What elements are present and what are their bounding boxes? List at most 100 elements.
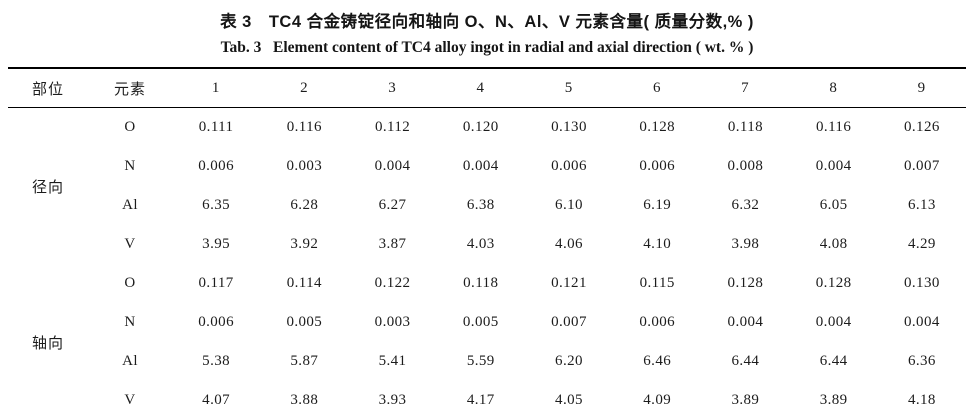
value-cell: 5.59 [466,353,495,369]
value-cell: 3.88 [290,392,319,408]
element-label: N [124,314,136,330]
value-cell: 0.003 [286,158,323,174]
column-header-element: 元素 [88,68,172,108]
value-cell: 4.29 [907,236,936,252]
value-cell: 0.116 [816,119,852,135]
value-cell: 0.006 [198,314,234,330]
value-cell: 0.007 [904,158,940,174]
value-cell: 5.87 [290,353,319,369]
value-cell: 0.006 [198,158,234,174]
value-cell: 6.36 [907,353,936,369]
value-cell: 0.003 [374,314,411,330]
value-cell: 6.46 [643,353,672,369]
value-cell: 0.130 [551,119,587,135]
table-row: Al 6.35 6.28 6.27 6.38 6.10 6.19 6.32 6.05 6.13 [8,186,966,225]
column-header-point-8: 8 [789,68,878,108]
value-cell: 6.20 [555,353,583,369]
value-cell: 4.03 [466,236,495,252]
value-cell: 6.32 [731,197,760,213]
value-cell: 6.38 [466,197,495,213]
value-cell: 4.08 [819,236,848,252]
column-header-point-1: 1 [172,68,261,108]
element-label: O [124,275,136,291]
value-cell: 0.117 [198,275,234,291]
value-cell: 4.09 [643,392,672,408]
value-cell: 4.10 [643,236,672,252]
header-row: 部位 元素 1 2 3 4 5 6 7 8 9 [8,68,966,108]
value-cell: 0.128 [727,275,764,291]
value-cell: 0.116 [286,119,322,135]
value-cell: 0.004 [374,158,411,174]
value-cell: 0.111 [198,119,234,135]
value-cell: 0.120 [462,119,499,135]
value-cell: 3.89 [819,392,848,408]
table-row: V 4.07 3.88 3.93 4.17 4.05 4.09 3.89 3.89 4.18 [8,381,966,413]
table-row: Al 5.38 5.87 5.41 5.59 6.20 6.46 6.44 6.44 6.36 [8,342,966,381]
value-cell: 3.98 [731,236,760,252]
element-label: O [124,119,136,135]
value-cell: 0.006 [639,314,676,330]
value-cell: 0.115 [639,275,675,291]
column-header-point-6: 6 [613,68,702,108]
value-cell: 0.128 [639,119,676,135]
column-header-point-9: 9 [877,68,966,108]
column-header-position: 部位 [8,68,88,108]
value-cell: 6.05 [819,197,848,213]
value-cell: 3.92 [290,236,319,252]
table-body: 径向 O 0.111 0.116 0.112 0.120 0.130 0.128 0.118 0.… [8,108,966,413]
value-cell: 4.17 [466,392,495,408]
value-cell: 3.93 [378,392,407,408]
table-row: 轴向 O 0.117 0.114 0.122 0.118 0.121 0.115 0.128 0.… [8,264,966,352]
table-header: 部位 元素 1 2 3 4 5 6 7 8 9 [8,68,966,108]
value-cell: 6.35 [202,197,231,213]
table-row: N 0.006 0.005 0.003 0.005 0.007 0.006 0.004 0.00… [8,303,966,342]
value-cell: 3.89 [731,392,760,408]
value-cell: 0.121 [551,275,587,291]
column-header-point-7: 7 [701,68,790,108]
value-cell: 3.87 [378,236,407,252]
value-cell: 4.05 [555,392,583,408]
value-cell: 5.38 [202,353,231,369]
table-caption-english: Tab. 3 Element content of TC4 alloy ingo… [220,39,754,56]
value-cell: 0.114 [286,275,322,291]
value-cell: 0.126 [904,119,940,135]
value-cell: 0.005 [286,314,323,330]
value-cell: 0.004 [462,158,499,174]
value-cell: 0.006 [551,158,587,174]
value-cell: 6.28 [290,197,319,213]
column-header-point-3: 3 [348,68,437,108]
value-cell: 0.004 [815,314,852,330]
element-label: Al [122,353,138,369]
value-cell: 3.95 [202,236,231,252]
column-header-point-5: 5 [524,68,614,108]
value-cell: 6.19 [643,197,672,213]
value-cell: 5.41 [378,353,407,369]
value-cell: 0.128 [815,275,852,291]
value-cell: 0.112 [374,119,411,135]
column-header-point-2: 2 [260,68,349,108]
value-cell: 6.44 [731,353,760,369]
value-cell: 0.004 [815,158,852,174]
row-group-label-axial: 轴向 [31,335,64,352]
row-group-label-radial: 径向 [31,179,64,196]
value-cell: 6.10 [555,197,583,213]
value-cell: 6.27 [378,197,407,213]
value-cell: 4.07 [202,392,231,408]
value-cell: 6.44 [819,353,848,369]
table-row: N 0.006 0.003 0.004 0.004 0.006 0.006 0.008 0.00… [8,147,966,186]
value-cell: 0.130 [904,275,940,291]
value-cell: 0.005 [462,314,499,330]
value-cell: 4.06 [555,236,583,252]
value-cell: 0.006 [639,158,676,174]
element-label: V [124,236,136,252]
table-row: V 3.95 3.92 3.87 4.03 4.06 4.10 3.98 4.08 4.29 [8,225,966,264]
value-cell: 0.004 [904,314,940,330]
element-label: Al [122,197,138,213]
element-label: N [124,158,136,174]
value-cell: 0.118 [463,275,499,291]
value-cell: 0.004 [727,314,764,330]
value-cell: 6.13 [907,197,936,213]
value-cell: 0.007 [551,314,587,330]
element-content-table: 部位 元素 1 2 3 4 5 6 7 8 9 径向 O 0.111 0.116 0.112 0.120 0.1… [8,67,966,413]
